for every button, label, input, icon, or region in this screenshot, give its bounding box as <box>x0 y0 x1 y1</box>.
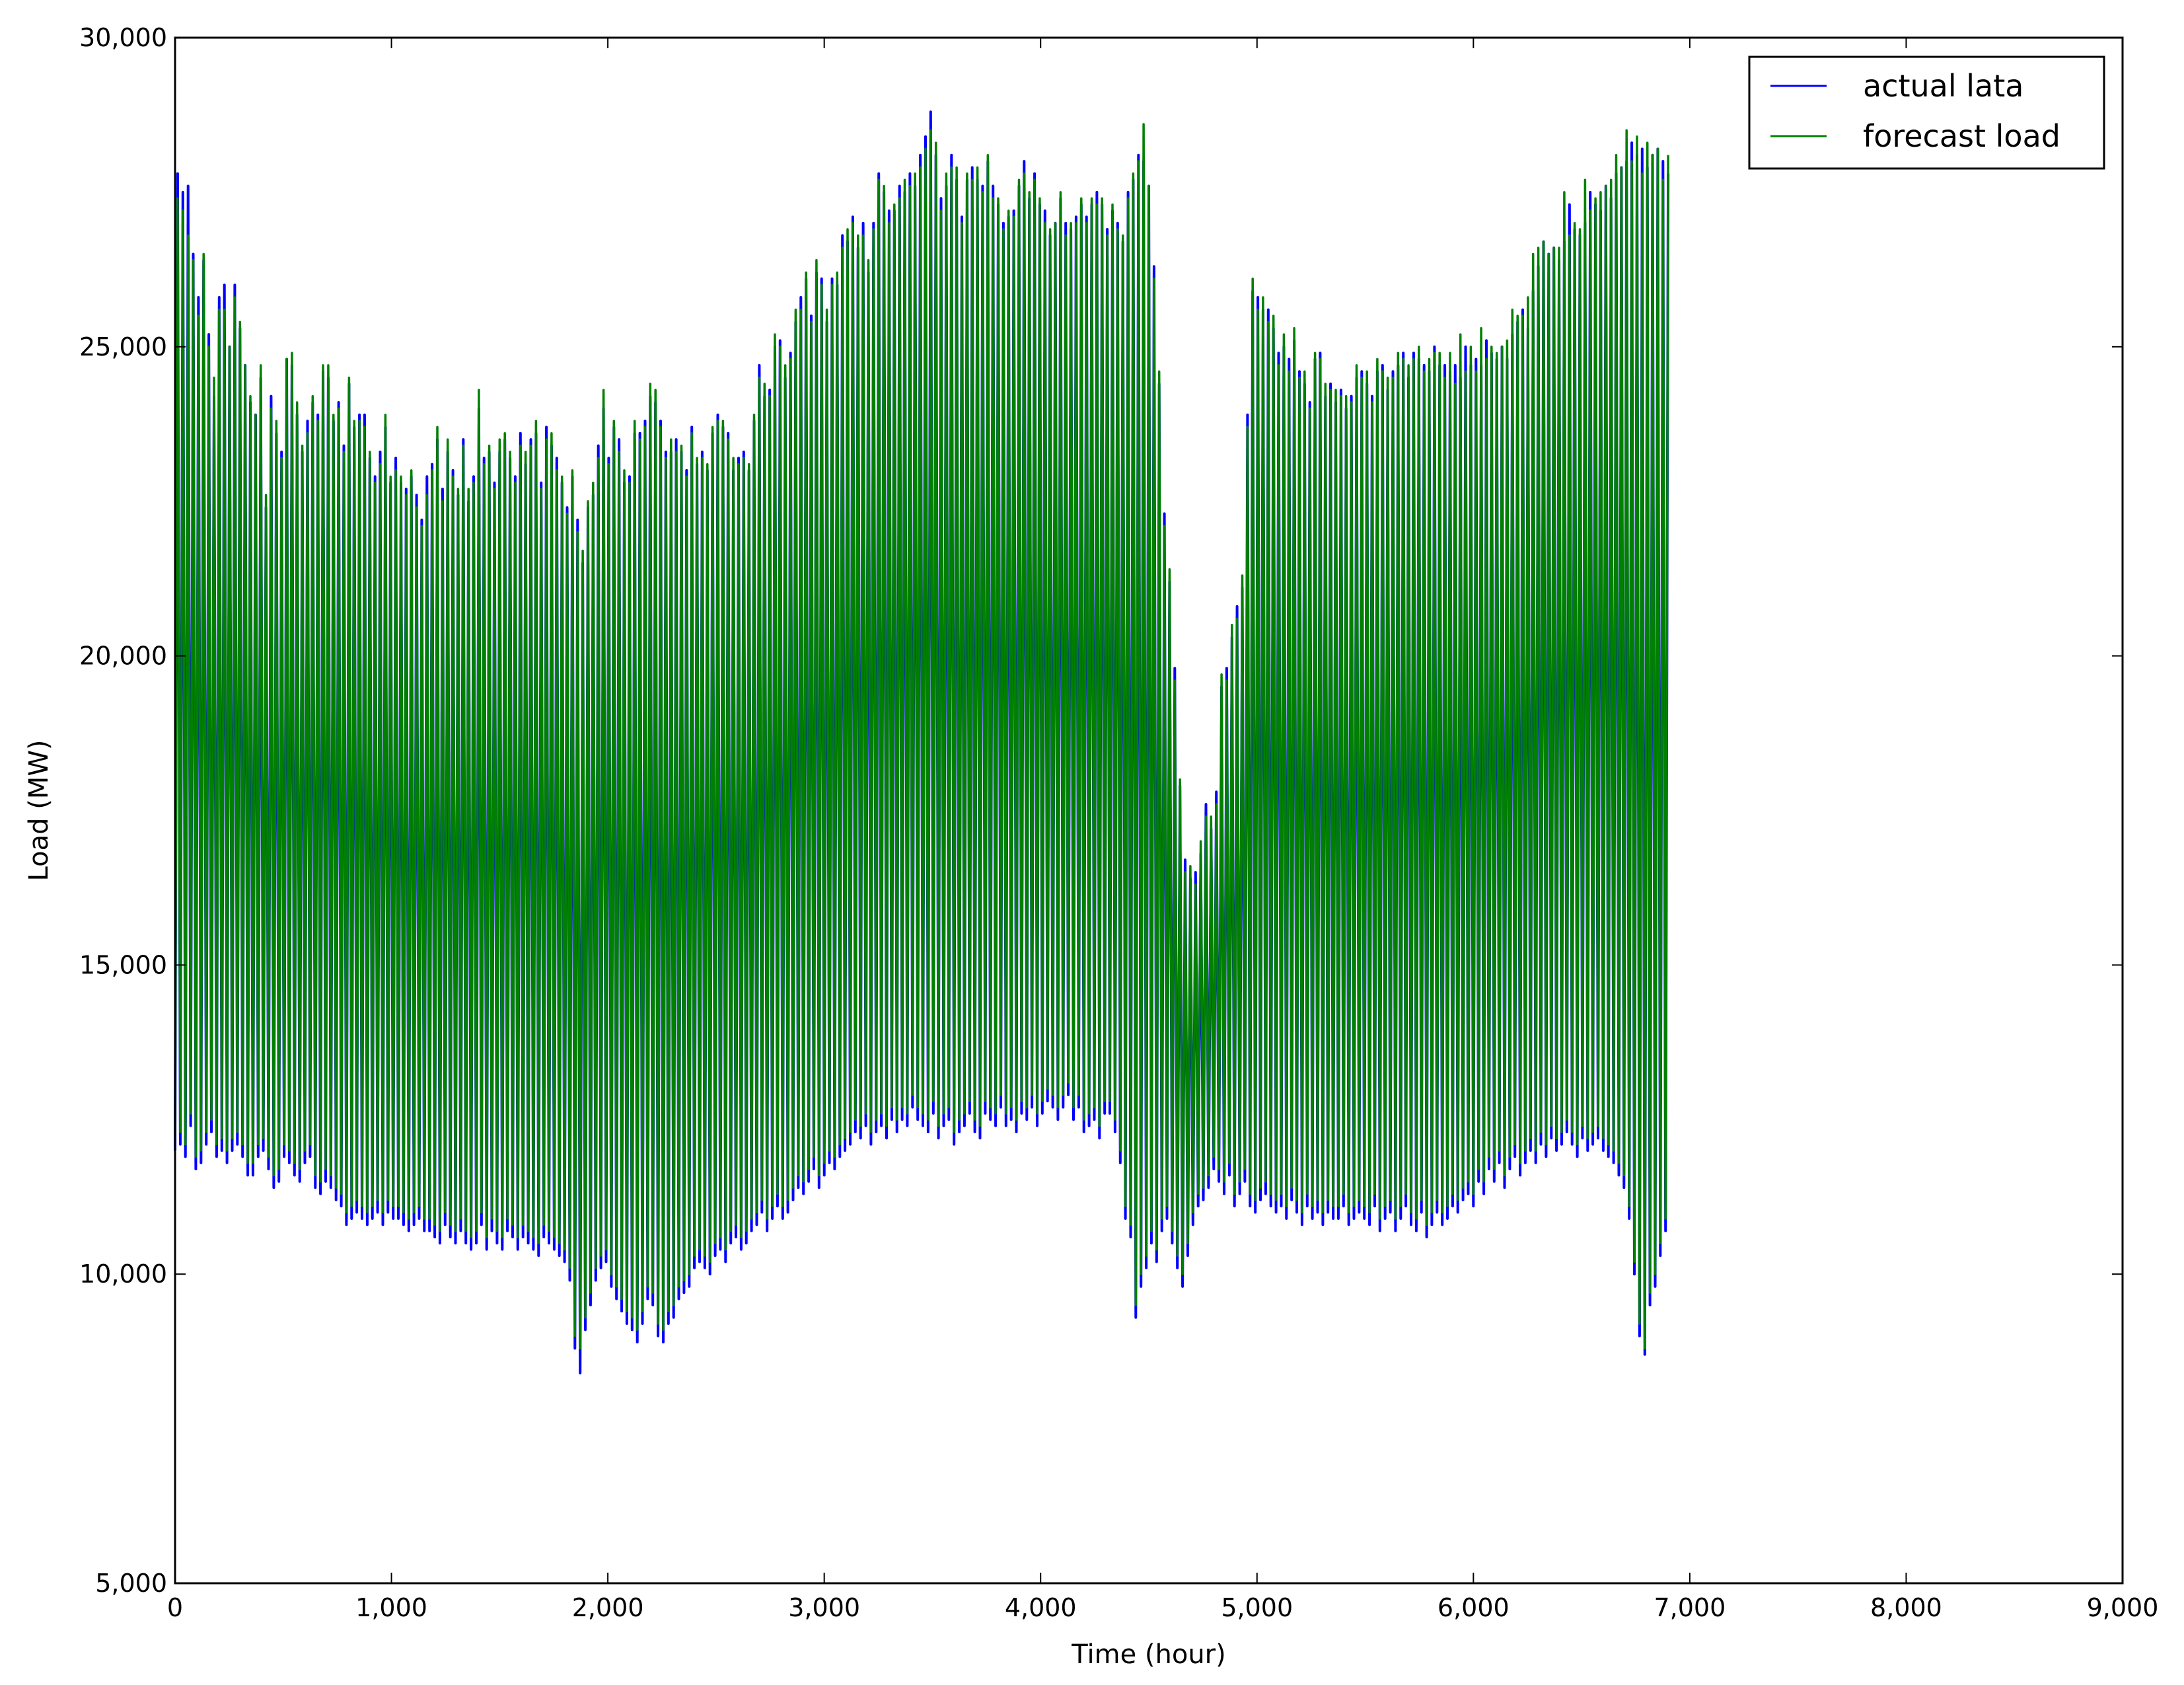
x-tick-label: 8,000 <box>1870 1593 1942 1622</box>
y-tick-label: 5,000 <box>95 1569 167 1598</box>
y-tick-label: 20,000 <box>79 642 167 671</box>
x-tick-label: 3,000 <box>788 1593 860 1622</box>
x-axis-label: Time (hour) <box>1071 1639 1225 1670</box>
plot-frame <box>174 36 2124 1585</box>
x-tick-label: 2,000 <box>572 1593 644 1622</box>
y-axis-label: Load (MW) <box>24 740 54 881</box>
x-tick-label: 7,000 <box>1654 1593 1726 1622</box>
y-axis-ticks: 5,000 10,000 15,000 20,000 25,000 30,000 <box>79 23 2123 1598</box>
legend-label-forecast: forecast load <box>1863 118 2060 154</box>
series-layer <box>174 110 1670 1374</box>
y-tick-label: 15,000 <box>79 950 167 979</box>
x-tick-label: 5,000 <box>1221 1593 1293 1622</box>
y-tick-label: 25,000 <box>79 332 167 361</box>
series-line-forecast <box>174 123 1669 1350</box>
x-axis-ticks: 0 1,000 2,000 3,000 4,000 5,000 6,000 7,000 8,00… <box>167 38 2158 1622</box>
legend-box <box>1748 56 2105 170</box>
x-tick-label: 0 <box>167 1593 183 1622</box>
y-tick-label: 10,000 <box>79 1259 167 1289</box>
x-tick-label: 9,000 <box>2087 1593 2159 1622</box>
x-tick-label: 6,000 <box>1438 1593 1510 1622</box>
x-tick-label: 1,000 <box>355 1593 427 1622</box>
legend: actual lata forecast load <box>1748 56 2105 170</box>
legend-label-actual: actual lata <box>1863 68 2023 104</box>
y-tick-label: 30,000 <box>79 23 167 52</box>
x-tick-label: 4,000 <box>1005 1593 1077 1622</box>
